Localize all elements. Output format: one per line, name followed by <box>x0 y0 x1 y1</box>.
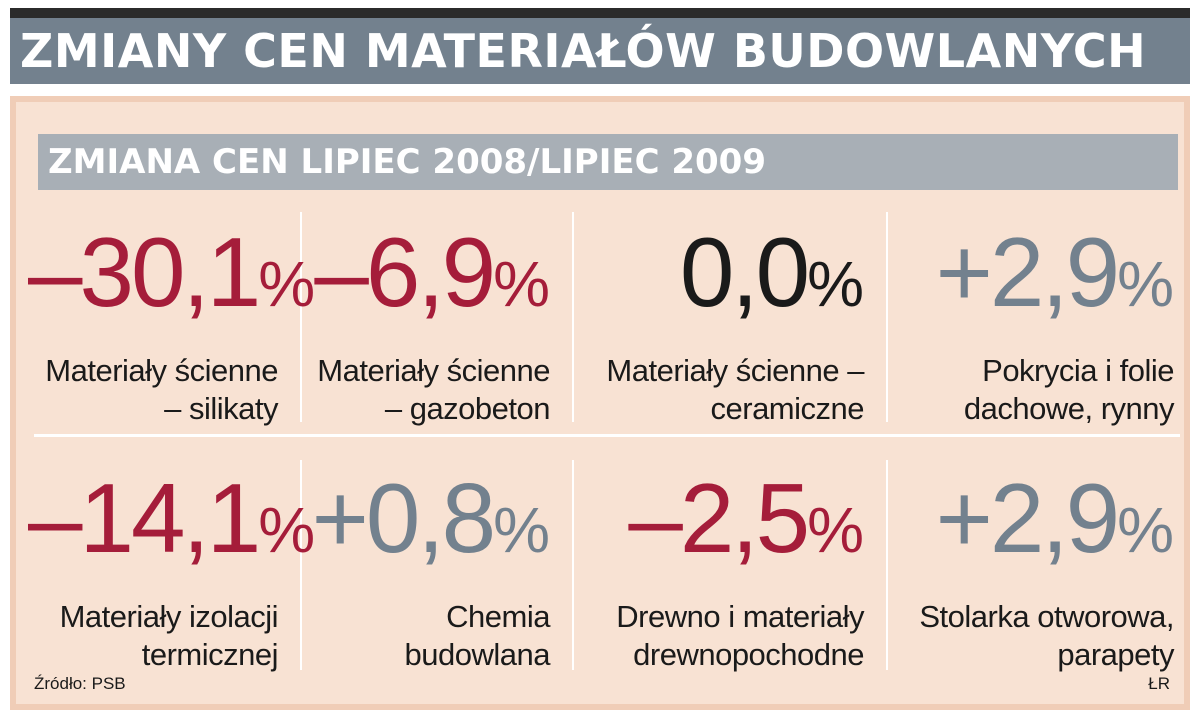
category-label: Materiały ścienne – gazobeton <box>317 353 550 426</box>
category-label: Materiały izolacji termicznej <box>59 599 279 672</box>
value-cell: +2,9% Stolarka otworowa, parapety <box>884 468 1174 674</box>
percent-sign: % <box>258 248 316 320</box>
value-cell: –30,1% Materiały ścienne – silikaty <box>28 222 315 428</box>
percent-sign: % <box>1117 248 1174 320</box>
category-label: Materiały ścienne – ceramiczne <box>606 353 864 426</box>
percent-sign: % <box>807 494 864 566</box>
category-label: Drewno i materiały drewnopochodne <box>616 599 864 672</box>
percent-sign: % <box>493 494 550 566</box>
percent-change-value: +2,9% <box>884 468 1174 580</box>
value-number: +0,8 <box>311 463 496 573</box>
value-cell: –14,1% Materiały izolacji termicznej <box>28 468 315 674</box>
percent-change-value: +2,9% <box>884 222 1174 334</box>
percent-sign: % <box>493 248 550 320</box>
category-label: Pokrycia i folie dachowe, rynny <box>963 353 1175 426</box>
percent-change-value: –2,5% <box>564 468 864 580</box>
category-label: Stolarka otworowa, parapety <box>919 599 1174 672</box>
value-number: –30,1 <box>28 217 261 327</box>
value-number: –2,5 <box>628 463 810 573</box>
author-initials: ŁR <box>1148 674 1170 693</box>
value-cell: +0,8% Chemia budowlana <box>300 468 551 674</box>
value-cell: 0,0% Materiały ścienne – ceramiczne <box>564 222 864 428</box>
value-number: +2,9 <box>935 217 1120 327</box>
top-rule <box>10 8 1190 18</box>
col-divider-1 <box>300 212 302 422</box>
value-number: –6,9 <box>314 217 496 327</box>
percent-change-value: –6,9% <box>300 222 550 334</box>
col-divider-2 <box>572 212 574 422</box>
source-note: Źródło: PSB <box>34 674 126 693</box>
percent-change-value: –14,1% <box>28 468 315 580</box>
category-label: Materiały ścienne – silikaty <box>45 353 278 426</box>
percent-sign: % <box>258 494 316 566</box>
value-cell: –2,5% Drewno i materiały drewnopochodne <box>564 468 864 674</box>
value-cell: +2,9% Pokrycia i folie dachowe, rynny <box>884 222 1175 428</box>
percent-change-value: +0,8% <box>300 468 550 580</box>
value-number: +2,9 <box>935 463 1120 573</box>
value-number: 0,0 <box>679 217 810 327</box>
row-divider <box>34 434 1180 437</box>
chart-subtitle: ZMIANA CEN LIPIEC 2008/LIPIEC 2009 <box>38 134 1178 190</box>
percent-sign: % <box>1117 494 1174 566</box>
value-number: –14,1 <box>28 463 261 573</box>
col-divider-5 <box>572 460 574 670</box>
chart-panel: ZMIANA CEN LIPIEC 2008/LIPIEC 2009 –30,1… <box>10 96 1190 710</box>
category-label: Chemia budowlana <box>404 599 551 672</box>
page-title: ZMIANY CEN MATERIAŁÓW BUDOWLANYCH <box>10 18 1190 84</box>
col-divider-3 <box>886 212 888 422</box>
percent-change-value: 0,0% <box>564 222 864 334</box>
percent-sign: % <box>807 248 864 320</box>
percent-change-value: –30,1% <box>28 222 315 334</box>
col-divider-4 <box>300 460 302 670</box>
col-divider-6 <box>886 460 888 670</box>
value-cell: –6,9% Materiały ścienne – gazobeton <box>300 222 550 428</box>
